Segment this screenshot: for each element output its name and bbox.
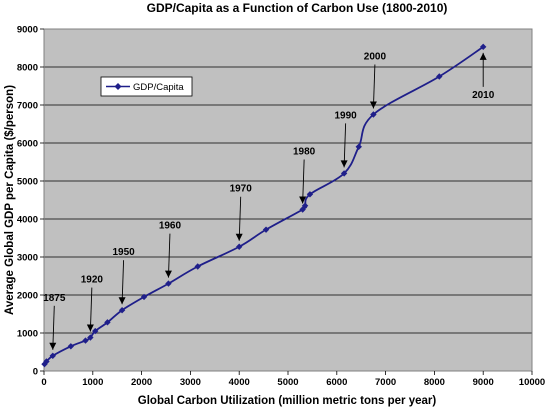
annotation-label: 1970 [230, 184, 253, 195]
x-tick-label: 4000 [229, 377, 250, 388]
annotation-arrow [343, 123, 347, 168]
annotation-arrow [167, 233, 171, 278]
data-point [104, 319, 111, 326]
annotation-arrow [302, 159, 305, 204]
data-point [140, 293, 148, 301]
x-tick-label: 9000 [473, 377, 494, 388]
data-point [370, 111, 377, 118]
data-point [436, 73, 443, 80]
annotation-arrowhead [369, 101, 377, 109]
data-point [355, 143, 362, 150]
data-point [262, 226, 270, 233]
annotation-arrowhead [479, 52, 487, 60]
data-point [43, 358, 50, 365]
annotation-arrow [372, 64, 376, 109]
data-point [87, 334, 94, 341]
series-layer [41, 43, 487, 368]
annotation-label: 2010 [472, 90, 495, 101]
data-point [49, 352, 56, 359]
annotation-arrowhead [235, 233, 243, 241]
data-point [92, 327, 99, 335]
annotation-arrow [121, 260, 125, 305]
x-tick-label: 8000 [424, 377, 445, 388]
data-point [306, 191, 314, 198]
legend-entry-gdp-capita: GDP/Capita [133, 82, 184, 93]
legend-box [100, 76, 193, 97]
series-line-gdp-capita [43, 46, 484, 365]
annotation-arrowhead [164, 270, 172, 278]
annotation-arrowhead [49, 342, 57, 350]
annotation-label: 1960 [159, 221, 182, 232]
legend-marker [114, 83, 122, 90]
x-tick-label: 5000 [277, 377, 298, 388]
y-tick-label: 3000 [17, 253, 38, 264]
data-point [236, 243, 243, 250]
data-point [194, 263, 201, 270]
x-tick-label: 10000 [519, 377, 545, 388]
data-point [480, 43, 487, 51]
data-point [67, 343, 75, 350]
y-tick-label: 2000 [17, 291, 38, 302]
annotation-label: 1875 [43, 293, 66, 304]
y-axis-ticks: 0 1000 2000 3000 4000 5000 6000 7000 8000 9000 [17, 25, 44, 378]
x-tick-label: 6000 [326, 377, 347, 388]
y-tick-label: 9000 [17, 25, 38, 36]
x-tick-label: 0 [41, 377, 46, 388]
y-tick-label: 1000 [17, 329, 38, 340]
annotation-label: 1950 [112, 247, 135, 258]
annotation-arrowhead [86, 324, 94, 332]
y-tick-label: 5000 [17, 177, 38, 188]
x-axis-label: Global Carbon Utilization (million metri… [138, 395, 437, 407]
data-point [82, 337, 89, 344]
data-point [165, 280, 172, 287]
x-tick-label: 7000 [375, 377, 396, 388]
x-tick-label: 1000 [82, 377, 103, 388]
x-tick-label: 3000 [180, 377, 201, 388]
chart-title: GDP/Capita as a Function of Carbon Use (… [147, 1, 448, 15]
data-point [340, 170, 348, 177]
annotation-arrowhead [299, 196, 307, 204]
legend: GDP/Capita [100, 76, 193, 97]
y-tick-label: 6000 [17, 139, 38, 150]
data-point [118, 307, 126, 314]
annotation-arrow [89, 287, 93, 332]
annotation-label: 2000 [364, 52, 387, 63]
y-tick-label: 7000 [17, 101, 38, 112]
annotation-label: 1980 [293, 147, 316, 158]
annotation-arrowhead [118, 297, 126, 305]
y-tick-label: 0 [33, 367, 38, 378]
y-axis-label: Average Global GDP per Capita ($/person) [4, 85, 16, 315]
annotation-arrow [52, 305, 55, 350]
x-axis-ticks: 0 1000 2000 3000 4000 5000 6000 7000 8000 9000 100… [41, 371, 545, 388]
annotation-layer: 1875 1920 1950 1960 1970 1980 1990 2000 2010 [43, 52, 495, 350]
y-tick-label: 4000 [17, 215, 38, 226]
annotation-label: 1990 [334, 110, 357, 121]
data-point [301, 202, 309, 209]
annotation-arrow [238, 196, 242, 241]
annotation-arrowhead [340, 160, 348, 168]
x-tick-label: 2000 [131, 377, 152, 388]
annotation-label: 1920 [81, 275, 104, 286]
y-tick-label: 8000 [17, 63, 38, 74]
